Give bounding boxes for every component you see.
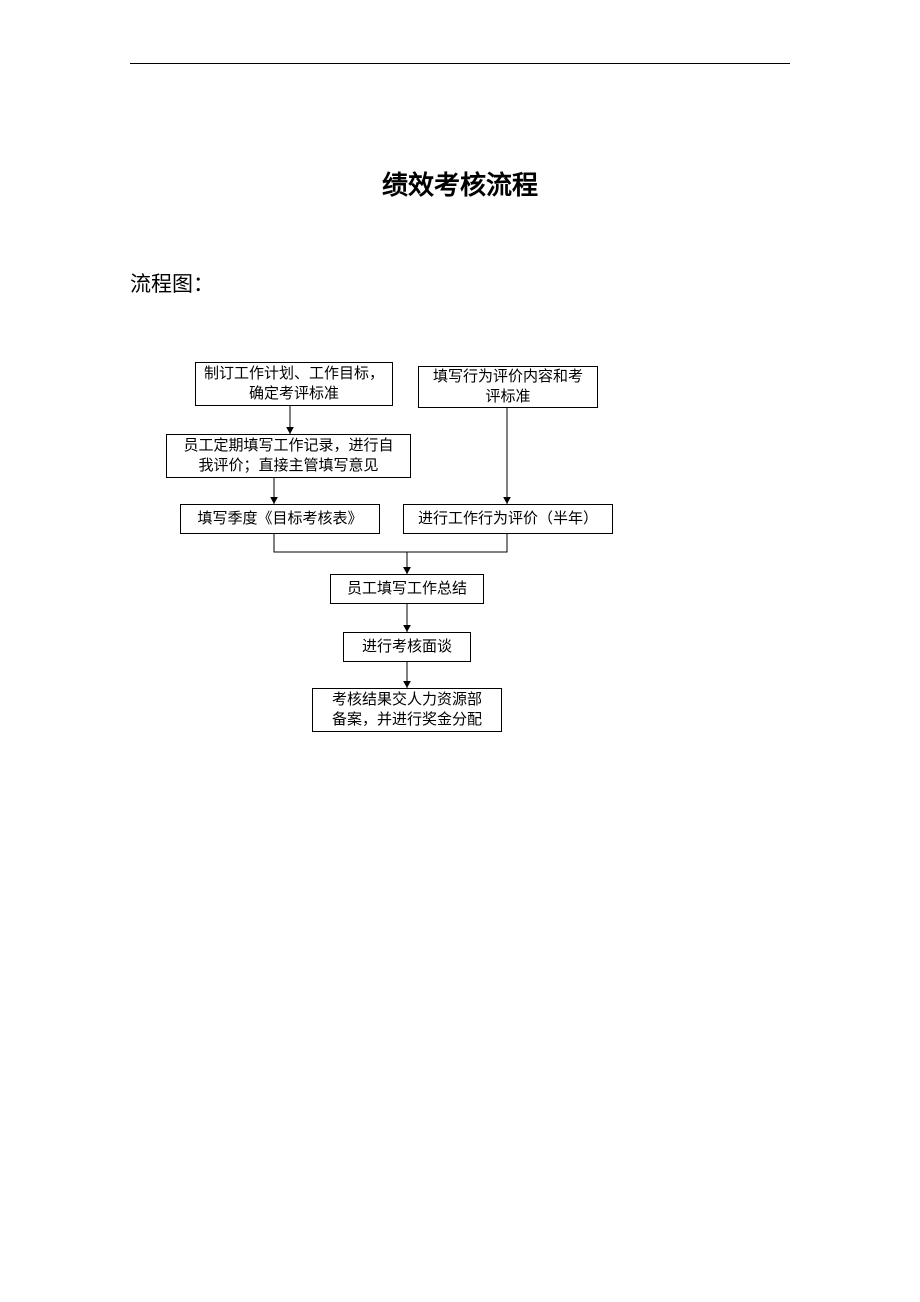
- flowchart-node: 员工填写工作总结: [330, 574, 484, 604]
- flowchart: 制订工作计划、工作目标，确定考评标准填写行为评价内容和考评标准员工定期填写工作记…: [0, 360, 920, 780]
- flowchart-node: 制订工作计划、工作目标，确定考评标准: [195, 362, 393, 406]
- page-title: 绩效考核流程: [0, 165, 920, 202]
- section-label: 流程图：: [130, 268, 214, 298]
- flowchart-node: 进行考核面谈: [343, 632, 471, 662]
- flowchart-node: 员工定期填写工作记录，进行自我评价；直接主管填写意见: [166, 434, 411, 478]
- flowchart-node: 填写行为评价内容和考评标准: [418, 366, 598, 408]
- flowchart-node: 进行工作行为评价（半年）: [403, 504, 613, 534]
- page: 绩效考核流程 流程图： 制订工作计划、工作目标，确定考评标准填写行为评价内容和考…: [0, 0, 920, 1302]
- flowchart-node: 填写季度《目标考核表》: [180, 504, 380, 534]
- header-rule: [130, 63, 790, 64]
- flowchart-node: 考核结果交人力资源部备案，并进行奖金分配: [312, 688, 502, 732]
